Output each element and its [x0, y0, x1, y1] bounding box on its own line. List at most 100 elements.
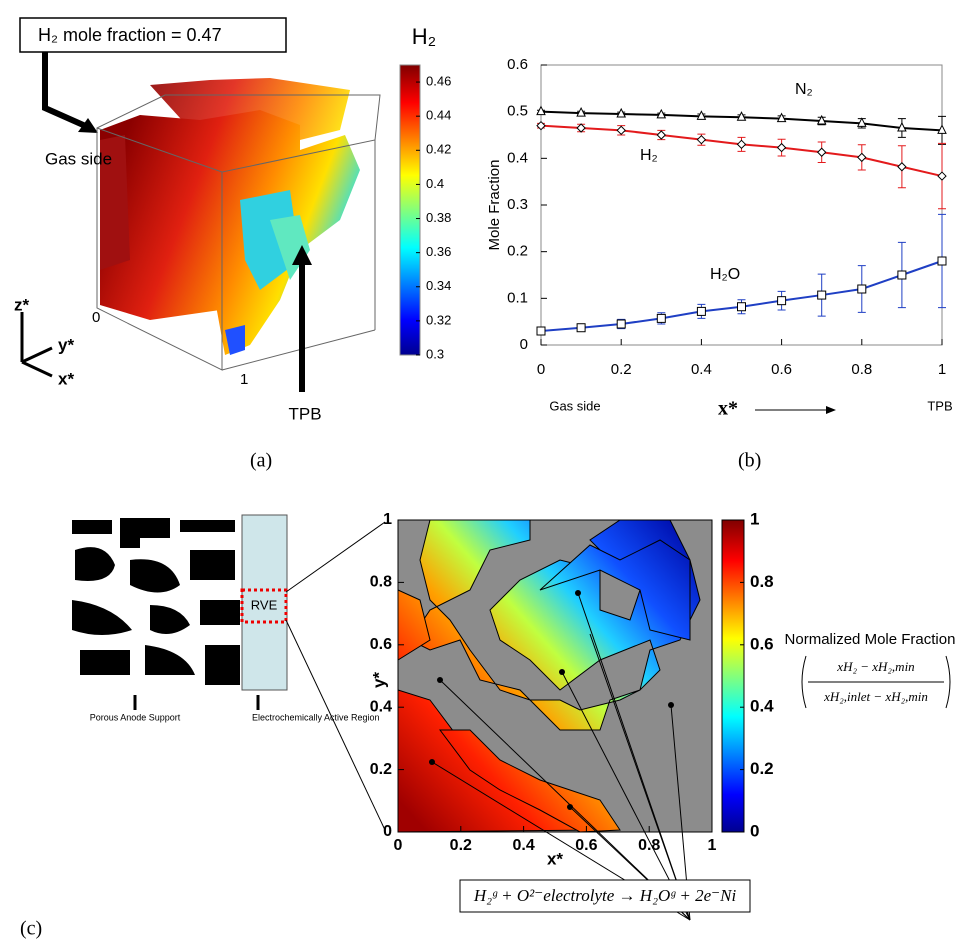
marker: [656, 108, 667, 119]
marker: [616, 125, 626, 136]
arrow-head: [826, 406, 836, 414]
reaction-points: [429, 590, 674, 810]
marker: [897, 121, 907, 132]
marker: [616, 107, 627, 118]
zoom-line: [285, 619, 386, 831]
marker: [937, 124, 947, 134]
x-tick-label: 1: [708, 837, 717, 854]
colorbar-tick-label: 0.4: [426, 176, 444, 191]
tpb-label: TPB: [288, 404, 321, 423]
marker: [897, 162, 907, 172]
marker: [857, 152, 867, 163]
x-tick-label: 0: [394, 837, 403, 854]
y-axis-label: Mole Fraction: [486, 160, 503, 251]
y-axis-label: y*: [369, 672, 388, 688]
marker: [816, 147, 827, 157]
arrow-head: [78, 118, 98, 133]
y-tick-label: 0.6: [507, 56, 528, 73]
reaction-box: [459, 879, 751, 913]
marker: [536, 120, 546, 131]
panel-label: (a): [250, 450, 272, 472]
y-tick-label: 0.8: [370, 574, 392, 591]
marker: [776, 142, 787, 153]
y-tick-label: 0.4: [507, 149, 528, 166]
axis-label: y*: [58, 335, 74, 354]
x-tick-label: 0.4: [691, 361, 712, 378]
axis-label: x*: [58, 369, 74, 388]
colorbar: [399, 64, 421, 356]
x-tick-label: 0: [537, 361, 545, 378]
y-tick-label: 0.2: [507, 243, 528, 260]
y-tick-label: 0: [520, 336, 528, 353]
x-tick-label: 0.8: [851, 361, 872, 378]
marker: [776, 112, 787, 123]
colorbar-tick-label: 0.36: [426, 244, 451, 259]
y-tick-label: 0: [383, 823, 392, 840]
marker: [656, 313, 666, 323]
y-tick-label: 0.5: [507, 103, 528, 120]
colorbar: [721, 519, 745, 833]
schematic-label: Porous Anode Support: [90, 712, 181, 722]
cube-render: [100, 78, 360, 355]
colorbar-tick-label: 0.4: [750, 697, 774, 716]
marker: [857, 284, 867, 294]
colorbar-tick-label: 0: [750, 821, 759, 840]
colorbar-tick-label: 0.46: [426, 73, 451, 88]
marker: [816, 114, 827, 125]
y-tick-label: 1: [383, 511, 392, 528]
gas-side-label: Gas side: [45, 149, 112, 168]
marker: [536, 326, 546, 336]
x-tick-label: 0.6: [771, 361, 792, 378]
annotation: Gas side: [549, 398, 600, 413]
marker: [696, 134, 707, 145]
colorbar-tick-label: 0.8: [750, 572, 774, 591]
cube-outline: [96, 94, 381, 371]
series-label: H₂O: [710, 266, 740, 283]
x-axis-label: x*: [718, 398, 738, 420]
marker: [696, 110, 707, 120]
formula-numerator: xH₂ − xH₂,min: [836, 659, 914, 674]
marker: [937, 256, 947, 266]
marker: [656, 130, 667, 140]
formula-denominator: xH₂,inlet − xH₂,min: [823, 689, 928, 704]
annotation: TPB: [927, 398, 952, 413]
marker: [856, 117, 867, 127]
x-axis-label: x*: [547, 849, 563, 868]
colorbar-tick-label: 0.2: [750, 759, 774, 778]
colorbar-title: H₂: [412, 24, 436, 49]
marker: [576, 323, 586, 333]
formula-parens: [801, 655, 951, 709]
porous-pattern: [72, 518, 240, 685]
marker: [736, 139, 747, 150]
zoom-line: [285, 521, 386, 593]
colorbar-tick-label: 1: [750, 509, 759, 528]
marker: [536, 105, 546, 116]
active-region: [241, 514, 288, 691]
colorbar-tick-label: 0.42: [426, 142, 451, 157]
y-tick-label: 0.3: [507, 196, 528, 213]
colorbar-tick-label: 0.32: [426, 312, 451, 327]
colorbar-tick-label: 0.38: [426, 210, 451, 225]
series-label: N₂: [795, 81, 813, 98]
callout-arrow: [42, 52, 92, 131]
colorbar-tick-label: 0.34: [426, 278, 451, 293]
marker: [937, 171, 947, 181]
marker: [696, 306, 706, 316]
reaction: H₂ᵍ + O²⁻electrolyte → H₂Oᵍ + 2e⁻Ni: [473, 886, 737, 905]
x-tick-label: 0.2: [450, 837, 472, 854]
marker: [736, 111, 747, 121]
marker: [576, 123, 586, 133]
y-tick-label: 0.6: [370, 636, 392, 653]
callout: H₂ mole fraction = 0.47: [38, 25, 222, 45]
colorbar-tick-label: 0.3: [426, 346, 444, 361]
marker: [817, 290, 827, 300]
panel-label: (b): [738, 450, 761, 472]
y-tick-label: 0.2: [370, 761, 392, 778]
axis-triad: [20, 312, 53, 378]
x-tick-label: 0.4: [512, 837, 534, 854]
axis-label: z*: [14, 295, 30, 314]
colorbar-tick-label: 0.6: [750, 634, 774, 653]
rve-label: RVE: [251, 597, 278, 612]
